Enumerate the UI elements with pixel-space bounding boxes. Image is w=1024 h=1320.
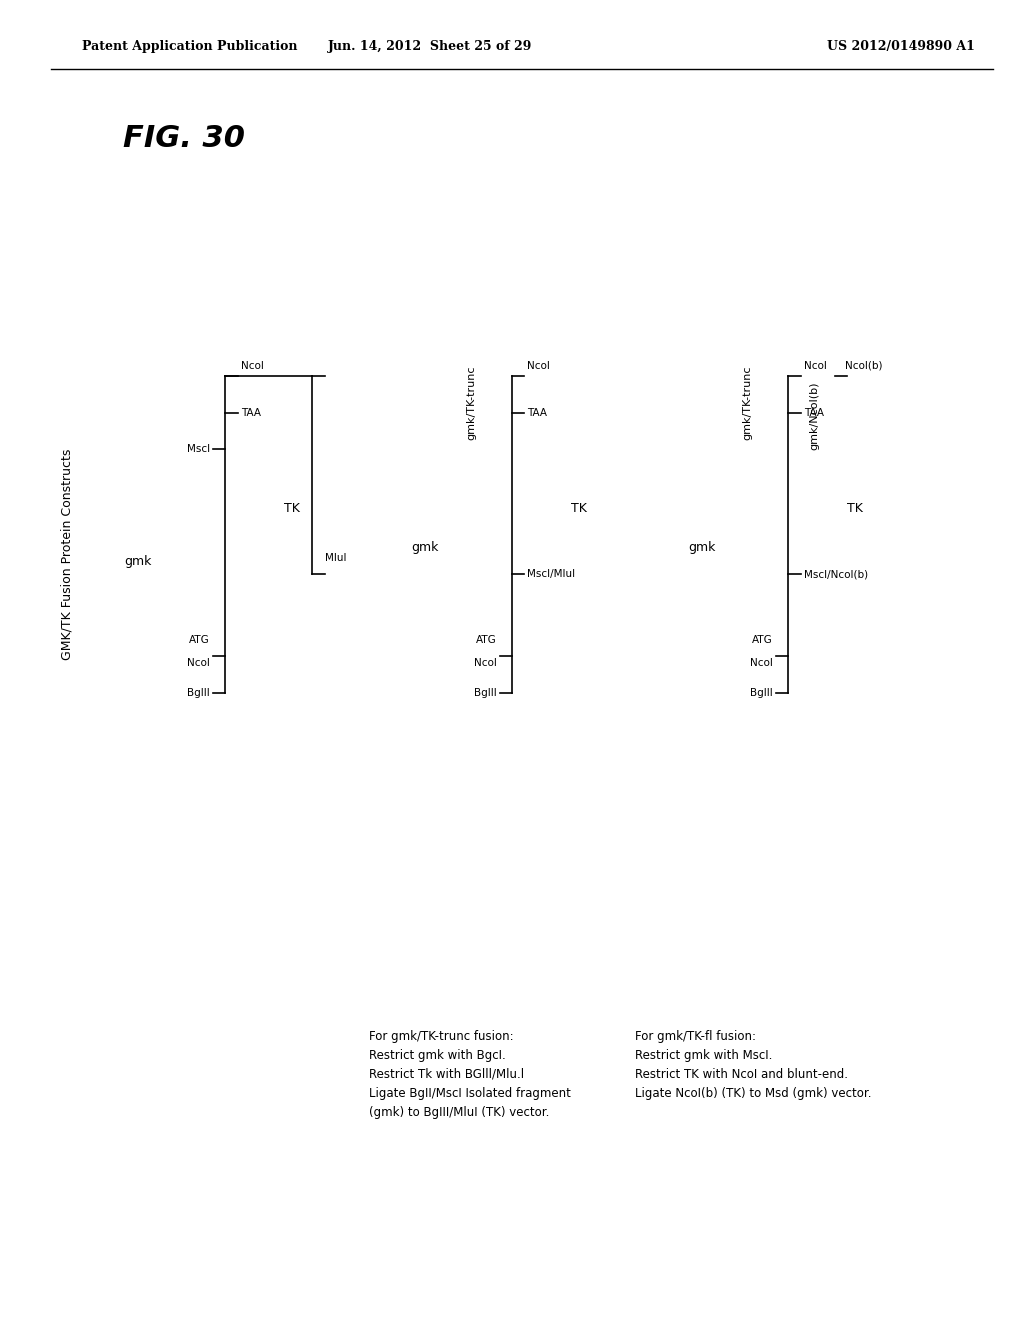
Text: BglII: BglII xyxy=(751,688,773,698)
Text: NcoI: NcoI xyxy=(241,360,263,371)
Text: NcoI: NcoI xyxy=(187,657,210,668)
Text: gmk/NcoI(b): gmk/NcoI(b) xyxy=(809,381,819,450)
Text: Jun. 14, 2012  Sheet 25 of 29: Jun. 14, 2012 Sheet 25 of 29 xyxy=(328,40,532,53)
Text: US 2012/0149890 A1: US 2012/0149890 A1 xyxy=(827,40,975,53)
Text: TAA: TAA xyxy=(804,408,824,418)
Text: NcoI: NcoI xyxy=(474,657,497,668)
Text: NcoI(b): NcoI(b) xyxy=(845,360,883,371)
Text: TK: TK xyxy=(284,502,300,515)
Text: TK: TK xyxy=(570,502,587,515)
Text: NcoI: NcoI xyxy=(804,360,826,371)
Text: GMK/TK Fusion Protein Constructs: GMK/TK Fusion Protein Constructs xyxy=(60,449,73,660)
Text: ATG: ATG xyxy=(476,635,497,645)
Text: ATG: ATG xyxy=(753,635,773,645)
Text: TK: TK xyxy=(847,502,863,515)
Text: gmk/TK-trunc: gmk/TK-trunc xyxy=(466,366,476,440)
Text: ATG: ATG xyxy=(189,635,210,645)
Text: gmk: gmk xyxy=(125,554,152,568)
Text: FIG. 30: FIG. 30 xyxy=(123,124,245,153)
Text: BglII: BglII xyxy=(474,688,497,698)
Text: TAA: TAA xyxy=(241,408,261,418)
Text: MscI/MluI: MscI/MluI xyxy=(527,569,575,579)
Text: TAA: TAA xyxy=(527,408,548,418)
Text: gmk/TK-trunc: gmk/TK-trunc xyxy=(742,366,753,440)
Text: MluI: MluI xyxy=(325,553,346,564)
Text: NcoI: NcoI xyxy=(527,360,550,371)
Text: MscI: MscI xyxy=(186,444,210,454)
Text: BglII: BglII xyxy=(187,688,210,698)
Text: gmk: gmk xyxy=(412,541,438,554)
Text: For gmk/TK-fl fusion:
Restrict gmk with MscI.
Restrict TK with NcoI and blunt-en: For gmk/TK-fl fusion: Restrict gmk with … xyxy=(635,1030,871,1100)
Text: For gmk/TK-trunc fusion:
Restrict gmk with BgcI.
Restrict Tk with BGlll/Mlu.l
Li: For gmk/TK-trunc fusion: Restrict gmk wi… xyxy=(369,1030,570,1118)
Text: Patent Application Publication: Patent Application Publication xyxy=(82,40,297,53)
Text: MscI/NcoI(b): MscI/NcoI(b) xyxy=(804,569,868,579)
Text: gmk: gmk xyxy=(688,541,715,554)
Text: NcoI: NcoI xyxy=(751,657,773,668)
